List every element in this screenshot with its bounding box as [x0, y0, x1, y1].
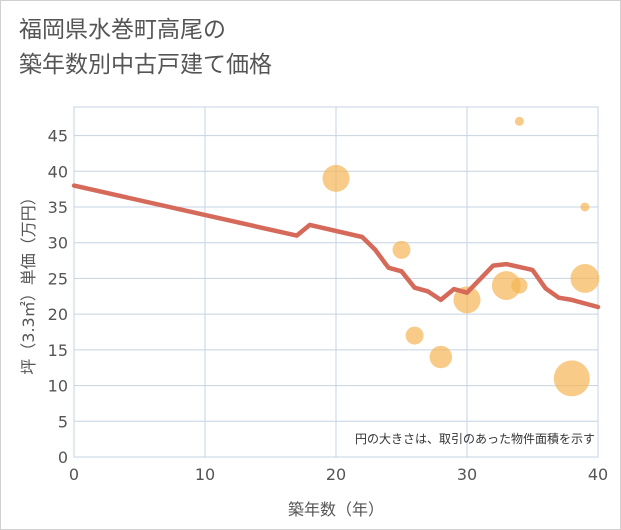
y-tick-labels: 0 5 10 15 20 25 30 35 40 45 [48, 127, 68, 467]
x-tick-label: 10 [195, 465, 215, 484]
scatter-point [553, 360, 590, 397]
y-tick-label: 20 [48, 305, 68, 324]
scatter-point [392, 240, 411, 259]
title-line-2: 築年数別中古戸建て価格 [19, 52, 272, 78]
y-tick-label: 45 [48, 127, 68, 146]
y-axis-title: 坪（3.3㎡）単価（万円） [19, 189, 38, 374]
scatter-point [322, 164, 350, 192]
trend-line [71, 183, 601, 310]
x-tick-label: 20 [326, 465, 346, 484]
y-tick-label: 35 [48, 198, 68, 217]
y-tick-label: 30 [48, 234, 68, 253]
y-tick-label: 10 [48, 377, 68, 396]
x-tick-label: 0 [69, 465, 79, 484]
y-tick-label: 25 [48, 269, 68, 288]
x-tick-labels: 0 10 20 30 40 [69, 465, 608, 484]
x-tick-label: 40 [588, 465, 608, 484]
y-tick-label: 0 [58, 448, 68, 467]
y-tick-label: 40 [48, 162, 68, 181]
scatter-point [570, 264, 600, 293]
y-tick-label: 15 [48, 341, 68, 360]
scatter-point [405, 326, 424, 345]
title-line-1: 福岡県水巻町高尾の [19, 17, 226, 43]
chart-title: 福岡県水巻町高尾の 築年数別中古戸建て価格 [19, 13, 272, 83]
scatter-point [580, 202, 590, 212]
scatter-point [514, 116, 524, 126]
scatter-point [429, 345, 453, 369]
scatter-point [511, 277, 528, 294]
scatter-bubbles [322, 116, 600, 397]
scatter-point [491, 271, 521, 300]
x-axis-title: 築年数（年） [288, 500, 384, 519]
y-tick-label: 5 [58, 412, 68, 431]
size-note: 円の大きさは、取引のあった物件面積を示す [355, 431, 595, 446]
x-tick-label: 30 [457, 465, 477, 484]
